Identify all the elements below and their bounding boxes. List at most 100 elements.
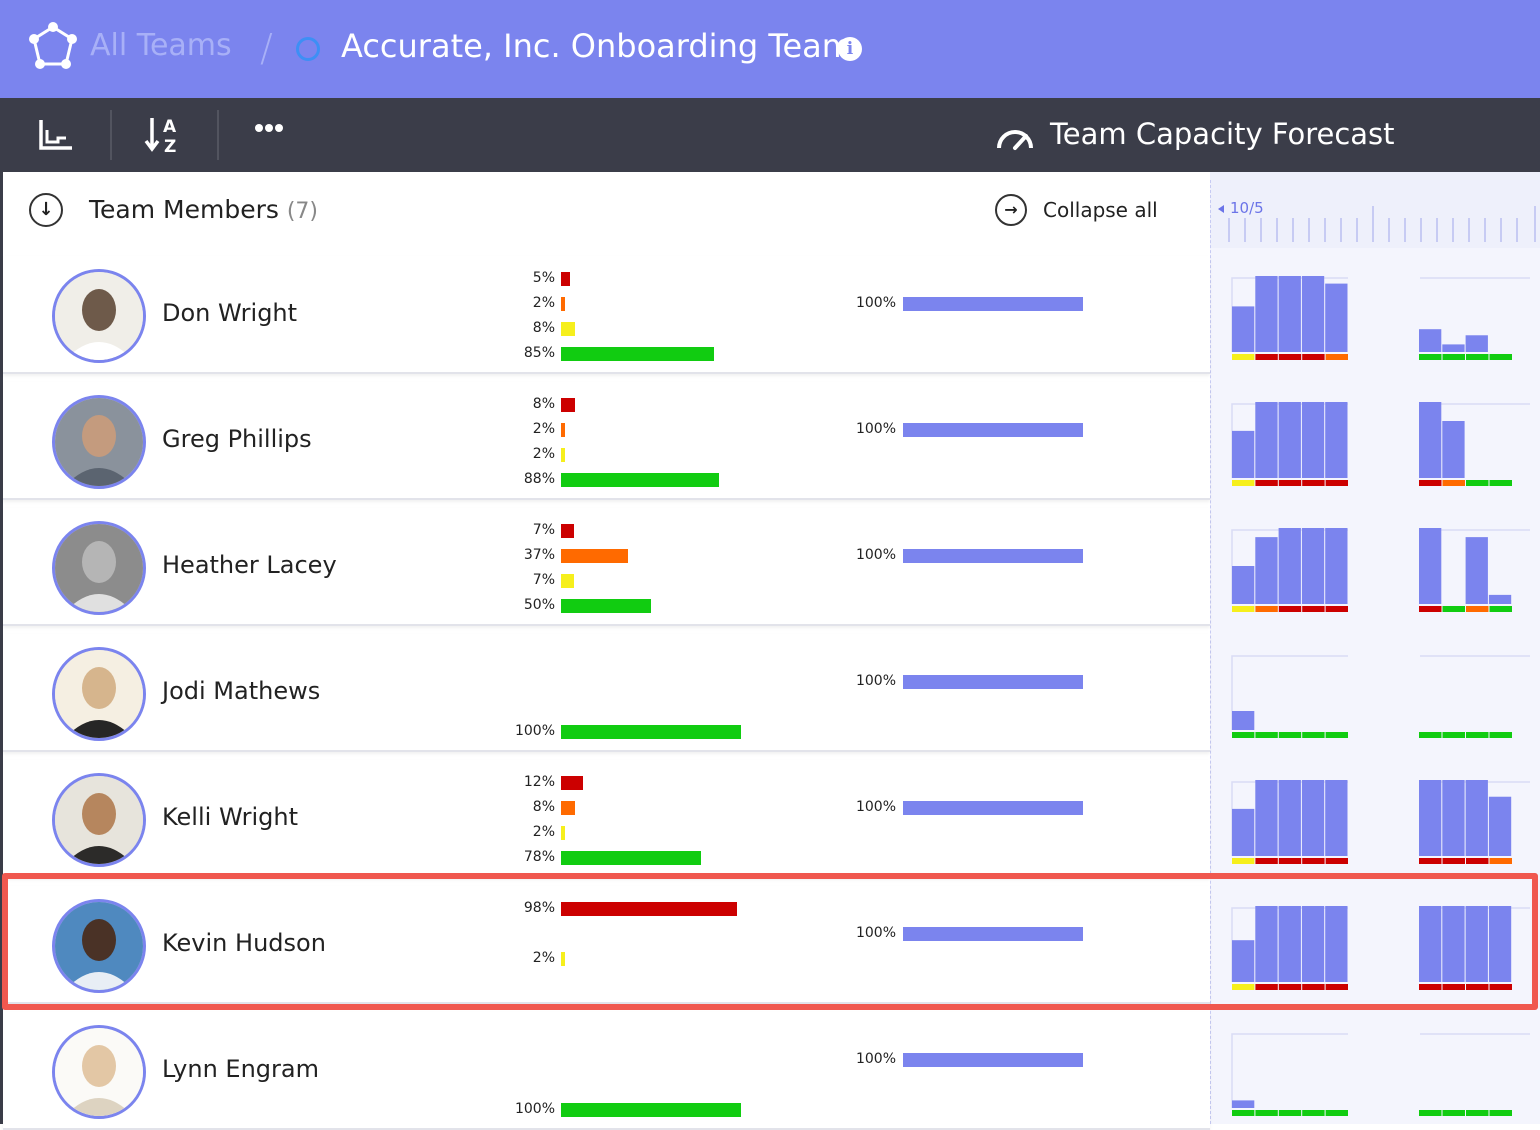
member-name[interactable]: Heather Lacey bbox=[162, 551, 337, 579]
team-status-icon bbox=[296, 37, 320, 61]
forecast-status-strip bbox=[1442, 606, 1465, 612]
breakdown-bar-orange bbox=[561, 801, 576, 815]
timeline-tick bbox=[1436, 218, 1438, 242]
forecast-status-strip bbox=[1278, 858, 1302, 864]
speedometer-icon bbox=[997, 130, 1033, 150]
breakdown-bar-red bbox=[561, 524, 574, 538]
forecast-bar bbox=[1278, 402, 1301, 478]
capacity-forecast-mini-chart[interactable] bbox=[1230, 644, 1530, 744]
avatar[interactable] bbox=[52, 899, 146, 993]
forecast-bar bbox=[1465, 335, 1488, 352]
forecast-status-strip bbox=[1255, 480, 1278, 486]
team-members-label: Team Members bbox=[89, 195, 279, 224]
svg-text:A: A bbox=[163, 117, 177, 137]
breakdown-percent-label: 78% bbox=[523, 849, 555, 865]
breakdown-bar-orange bbox=[561, 297, 565, 311]
forecast-status-strip bbox=[1232, 984, 1255, 990]
timeline-tick bbox=[1260, 218, 1262, 242]
top-bar bbox=[0, 0, 1540, 98]
chart-view-icon[interactable] bbox=[34, 112, 78, 156]
timeline-tick bbox=[1340, 218, 1342, 242]
breakdown-bar-orange bbox=[561, 549, 628, 563]
forecast-bar bbox=[1255, 276, 1278, 352]
breadcrumb-all-teams-link[interactable]: All Teams bbox=[90, 28, 232, 63]
forecast-status-strip bbox=[1419, 858, 1442, 864]
timeline-tick bbox=[1500, 218, 1502, 242]
member-name[interactable]: Lynn Engram bbox=[162, 1055, 319, 1083]
timeline-tick bbox=[1324, 218, 1326, 242]
capacity-percent-label: 100% bbox=[855, 925, 896, 941]
forecast-status-strip bbox=[1442, 984, 1465, 990]
collapse-all-icon[interactable]: → bbox=[995, 194, 1027, 226]
forecast-status-strip bbox=[1419, 984, 1442, 990]
forecast-bar bbox=[1301, 528, 1325, 604]
capacity-forecast-mini-chart[interactable] bbox=[1230, 1022, 1530, 1122]
forecast-bar bbox=[1255, 780, 1278, 856]
forecast-status-strip bbox=[1255, 606, 1278, 612]
forecast-status-strip bbox=[1278, 984, 1302, 990]
member-name[interactable]: Jodi Mathews bbox=[162, 677, 321, 705]
capacity-forecast-mini-chart[interactable] bbox=[1230, 896, 1530, 996]
forecast-status-strip bbox=[1232, 858, 1255, 864]
forecast-status-strip bbox=[1466, 354, 1489, 360]
forecast-bar bbox=[1419, 329, 1442, 352]
forecast-status-strip bbox=[1302, 606, 1325, 612]
sort-az-icon[interactable]: A Z bbox=[143, 112, 187, 156]
capacity-forecast-mini-chart[interactable] bbox=[1230, 392, 1530, 492]
breakdown-bar-yellow bbox=[561, 448, 565, 462]
member-name[interactable]: Greg Phillips bbox=[162, 425, 312, 453]
forecast-bar bbox=[1232, 940, 1255, 982]
expand-members-button[interactable]: ↓ bbox=[29, 193, 63, 227]
timeline-tick bbox=[1372, 206, 1374, 242]
breakdown-bar-green bbox=[561, 473, 720, 487]
timeline-tick bbox=[1452, 218, 1454, 242]
forecast-status-strip bbox=[1255, 858, 1278, 864]
forecast-status-strip bbox=[1325, 1110, 1348, 1116]
member-name[interactable]: Don Wright bbox=[162, 299, 298, 327]
capacity-forecast-mini-chart[interactable] bbox=[1230, 266, 1530, 366]
forecast-bar bbox=[1419, 780, 1442, 856]
forecast-status-strip bbox=[1466, 858, 1489, 864]
more-options-icon[interactable] bbox=[248, 112, 292, 156]
breakdown-percent-label: 85% bbox=[523, 345, 555, 361]
forecast-status-strip bbox=[1232, 480, 1255, 486]
capacity-percent-label: 100% bbox=[855, 673, 896, 689]
forecast-status-strip bbox=[1466, 1110, 1489, 1116]
avatar[interactable] bbox=[52, 1025, 146, 1119]
avatar[interactable] bbox=[52, 773, 146, 867]
forecast-bar bbox=[1325, 906, 1348, 982]
member-name[interactable]: Kevin Hudson bbox=[162, 929, 326, 957]
capacity-forecast-mini-chart[interactable] bbox=[1230, 518, 1530, 618]
forecast-status-strip bbox=[1232, 1110, 1255, 1116]
avatar[interactable] bbox=[52, 395, 146, 489]
forecast-bar bbox=[1278, 276, 1301, 352]
forecast-status-strip bbox=[1466, 606, 1489, 612]
selected-member-highlight bbox=[2, 873, 1538, 1010]
avatar[interactable] bbox=[52, 521, 146, 615]
forecast-status-strip bbox=[1489, 984, 1512, 990]
forecast-status-strip bbox=[1489, 732, 1512, 738]
breakdown-percent-label: 5% bbox=[532, 270, 555, 286]
timeline-tick bbox=[1534, 206, 1536, 242]
forecast-bar bbox=[1488, 594, 1512, 604]
member-name[interactable]: Kelli Wright bbox=[162, 803, 298, 831]
capacity-bar bbox=[903, 1053, 1083, 1067]
breakdown-bar-red bbox=[561, 776, 583, 790]
forecast-bar bbox=[1278, 906, 1301, 982]
timeline-tick bbox=[1356, 218, 1358, 242]
timeline-back-arrow-icon[interactable] bbox=[1216, 204, 1226, 214]
forecast-bar bbox=[1465, 906, 1488, 982]
timeline-tick bbox=[1308, 218, 1310, 242]
forecast-bar bbox=[1232, 711, 1255, 730]
forecast-status-strip bbox=[1302, 1110, 1325, 1116]
collapse-all-button[interactable]: Collapse all bbox=[1043, 198, 1158, 222]
team-logo-icon[interactable] bbox=[28, 22, 78, 72]
capacity-bar bbox=[903, 297, 1083, 311]
info-icon[interactable]: i bbox=[838, 37, 862, 61]
avatar[interactable] bbox=[52, 269, 146, 363]
forecast-status-strip bbox=[1255, 354, 1278, 360]
avatar[interactable] bbox=[52, 647, 146, 741]
capacity-forecast-mini-chart[interactable] bbox=[1230, 770, 1530, 870]
team-capacity-forecast-label[interactable]: Team Capacity Forecast bbox=[1050, 117, 1395, 151]
toolbar: A Z bbox=[0, 98, 1540, 172]
